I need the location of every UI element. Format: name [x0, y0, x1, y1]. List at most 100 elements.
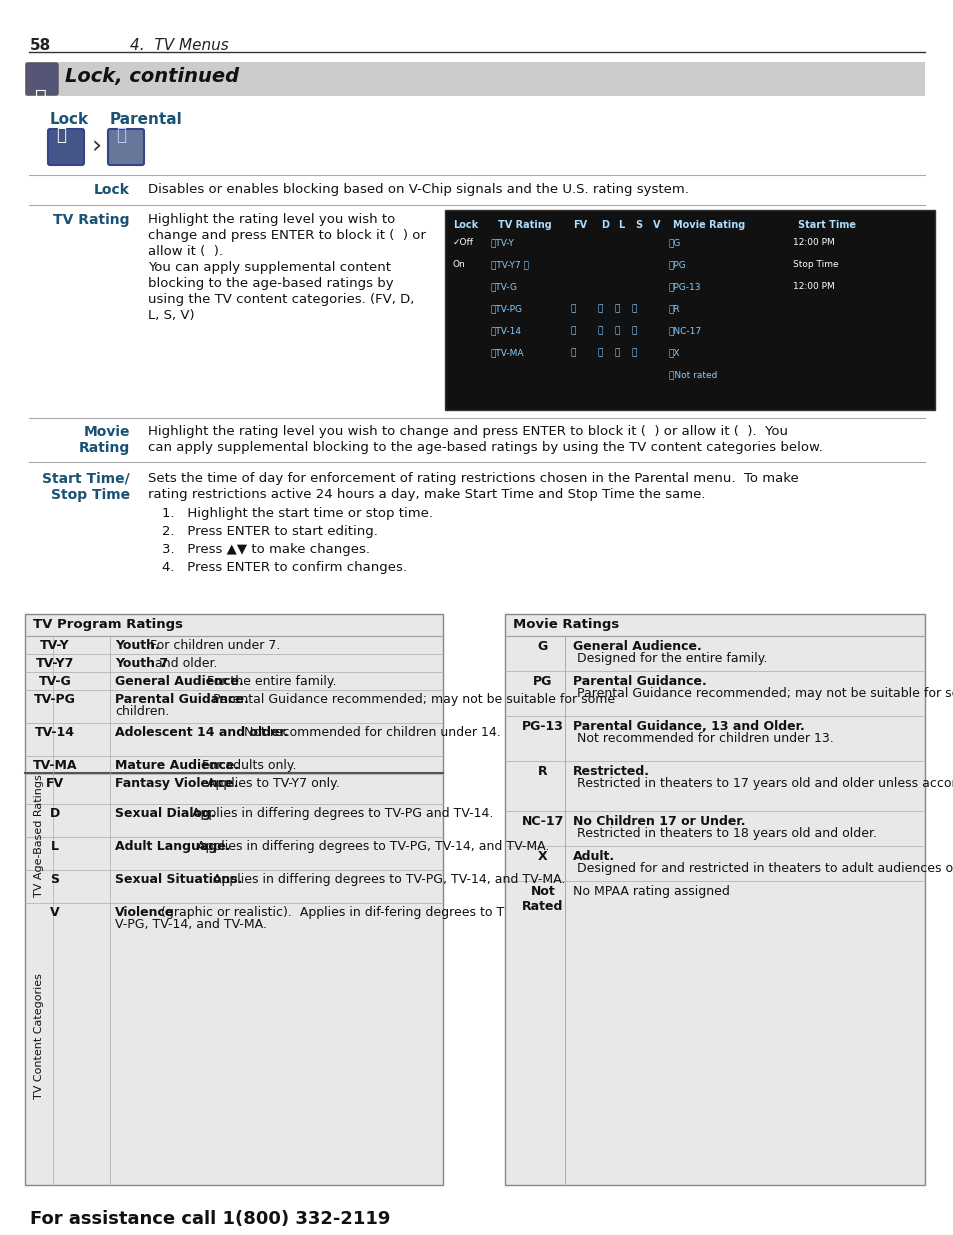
Text: L: L — [51, 840, 59, 853]
Text: Highlight the rating level you wish to change and press ENTER to block it (  ) o: Highlight the rating level you wish to c… — [148, 425, 787, 438]
Text: Sets the time of day for enforcement of rating restrictions chosen in the Parent: Sets the time of day for enforcement of … — [148, 472, 798, 485]
Text: TV-Y7: TV-Y7 — [36, 657, 74, 671]
Text: 🔒: 🔒 — [631, 326, 637, 335]
Text: Designed for the entire family.: Designed for the entire family. — [573, 652, 766, 664]
Text: Parental: Parental — [110, 112, 183, 127]
Text: rating restrictions active 24 hours a day, make Start Time and Stop Time the sam: rating restrictions active 24 hours a da… — [148, 488, 705, 501]
Text: Start Time: Start Time — [797, 220, 855, 230]
Text: Parental Guidance recommended; may not be suitable for some children.: Parental Guidance recommended; may not b… — [573, 687, 953, 700]
Text: L, S, V): L, S, V) — [148, 309, 194, 322]
Text: NC-17: NC-17 — [521, 815, 563, 827]
Text: 🔒TV-MA: 🔒TV-MA — [491, 348, 524, 357]
Text: Restricted in theaters to 18 years old and older.: Restricted in theaters to 18 years old a… — [573, 827, 876, 840]
Text: Sexual Situations.: Sexual Situations. — [115, 873, 242, 885]
FancyBboxPatch shape — [504, 614, 924, 1186]
FancyBboxPatch shape — [25, 62, 924, 96]
Text: 🔒: 🔒 — [598, 304, 602, 312]
Text: D: D — [600, 220, 608, 230]
Text: 4.   Press ENTER to confirm changes.: 4. Press ENTER to confirm changes. — [162, 561, 407, 574]
Text: 🔒: 🔒 — [631, 304, 637, 312]
Text: Not recommended for children under 13.: Not recommended for children under 13. — [573, 732, 833, 745]
Text: Applies in differing degrees to TV-PG and TV-14.: Applies in differing degrees to TV-PG an… — [188, 806, 493, 820]
Text: 🔒TV-PG: 🔒TV-PG — [491, 304, 522, 312]
Text: TV-14: TV-14 — [35, 726, 75, 739]
Text: (graphic or realistic).  Applies in dif-fering degrees to T: (graphic or realistic). Applies in dif-f… — [156, 906, 503, 919]
Text: Sexual Dialog.: Sexual Dialog. — [115, 806, 215, 820]
Text: For assistance call 1(800) 332-2119: For assistance call 1(800) 332-2119 — [30, 1210, 390, 1228]
Text: Adolescent 14 and older.: Adolescent 14 and older. — [115, 726, 289, 739]
Text: Adult.: Adult. — [573, 850, 615, 863]
Text: 🔒NC-17: 🔒NC-17 — [668, 326, 701, 335]
Text: 🔒: 🔒 — [571, 348, 576, 357]
Text: 🔒: 🔒 — [598, 326, 602, 335]
Text: TV Content Categories: TV Content Categories — [34, 973, 44, 1099]
Text: Restricted.: Restricted. — [573, 764, 649, 778]
Text: TV Program Ratings: TV Program Ratings — [33, 618, 183, 631]
Text: 🔒: 🔒 — [116, 126, 126, 144]
Text: 🔒TV-G: 🔒TV-G — [491, 282, 517, 291]
Text: R: R — [537, 764, 547, 778]
Text: 🔒: 🔒 — [598, 348, 602, 357]
Text: Highlight the rating level you wish to: Highlight the rating level you wish to — [148, 212, 395, 226]
Text: S: S — [635, 220, 641, 230]
Text: using the TV content categories. (FV, D,: using the TV content categories. (FV, D, — [148, 293, 414, 306]
FancyBboxPatch shape — [26, 63, 58, 95]
Text: 🔒: 🔒 — [571, 326, 576, 335]
Text: blocking to the age-based ratings by: blocking to the age-based ratings by — [148, 277, 394, 290]
Text: Parental Guidance, 13 and Older.: Parental Guidance, 13 and Older. — [573, 720, 804, 734]
Text: 🔒PG-13: 🔒PG-13 — [668, 282, 700, 291]
Text: For the entire family.: For the entire family. — [203, 676, 336, 688]
Text: Movie
Rating: Movie Rating — [79, 425, 130, 456]
Text: TV-MA: TV-MA — [32, 760, 77, 772]
Text: 🔒: 🔒 — [615, 326, 619, 335]
Text: 58: 58 — [30, 38, 51, 53]
Text: 🔒: 🔒 — [56, 126, 66, 144]
Text: 🔒: 🔒 — [35, 88, 47, 107]
Text: 🔒: 🔒 — [615, 304, 619, 312]
Text: ›: › — [91, 135, 102, 159]
FancyBboxPatch shape — [25, 614, 442, 1186]
Text: Adult Language.: Adult Language. — [115, 840, 231, 853]
Text: No Children 17 or Under.: No Children 17 or Under. — [573, 815, 744, 827]
Text: TV Rating: TV Rating — [497, 220, 551, 230]
Text: 12:00 PM: 12:00 PM — [792, 282, 834, 291]
Text: You can apply supplemental content: You can apply supplemental content — [148, 261, 391, 274]
Text: TV Age-Based Ratings: TV Age-Based Ratings — [34, 774, 44, 898]
Text: TV-G: TV-G — [38, 676, 71, 688]
Text: Applies in differing degrees to TV-PG, TV-14, and TV-MA.: Applies in differing degrees to TV-PG, T… — [209, 873, 564, 885]
Text: FV: FV — [573, 220, 586, 230]
Text: 🔒R: 🔒R — [668, 304, 679, 312]
Text: Parental Guidance.: Parental Guidance. — [115, 693, 249, 706]
Text: 3.   Press ▲▼ to make changes.: 3. Press ▲▼ to make changes. — [162, 543, 370, 556]
Text: TV-Y: TV-Y — [40, 638, 70, 652]
Text: PG-13: PG-13 — [521, 720, 563, 734]
Text: Lock: Lock — [94, 183, 130, 198]
Text: Applies in differing degrees to TV-PG, TV-14, and TV-MA.: Applies in differing degrees to TV-PG, T… — [193, 840, 549, 853]
Text: 1.   Highlight the start time or stop time.: 1. Highlight the start time or stop time… — [162, 508, 433, 520]
Text: 🔒TV-Y: 🔒TV-Y — [491, 238, 515, 247]
Text: Movie Ratings: Movie Ratings — [513, 618, 618, 631]
Text: Designed for and restricted in theaters to adult audiences only.: Designed for and restricted in theaters … — [573, 862, 953, 876]
Text: Youth 7: Youth 7 — [115, 657, 168, 671]
Text: and older.: and older. — [152, 657, 217, 671]
Text: V: V — [652, 220, 659, 230]
Text: X: X — [537, 850, 547, 863]
Text: 🔒Not rated: 🔒Not rated — [668, 370, 717, 379]
Text: Not recommended for children under 14.: Not recommended for children under 14. — [239, 726, 500, 739]
Text: PG: PG — [533, 676, 552, 688]
Text: General Audience.: General Audience. — [573, 640, 701, 653]
Text: Start Time/
Stop Time: Start Time/ Stop Time — [42, 472, 130, 503]
FancyBboxPatch shape — [48, 128, 84, 165]
Text: On: On — [453, 261, 465, 269]
Text: For adults only.: For adults only. — [198, 760, 296, 772]
Text: allow it (  ).: allow it ( ). — [148, 245, 223, 258]
Text: 2.   Press ENTER to start editing.: 2. Press ENTER to start editing. — [162, 525, 377, 538]
Text: ✓Off: ✓Off — [453, 238, 474, 247]
Text: L: L — [618, 220, 623, 230]
Text: Youth.: Youth. — [115, 638, 159, 652]
Text: Not
Rated: Not Rated — [521, 885, 563, 913]
Text: Parental Guidance recommended; may not be suitable for some: Parental Guidance recommended; may not b… — [209, 693, 614, 706]
Text: Movie Rating: Movie Rating — [672, 220, 744, 230]
Text: Disables or enables blocking based on V-Chip signals and the U.S. rating system.: Disables or enables blocking based on V-… — [148, 183, 688, 196]
Text: Mature Audience.: Mature Audience. — [115, 760, 239, 772]
